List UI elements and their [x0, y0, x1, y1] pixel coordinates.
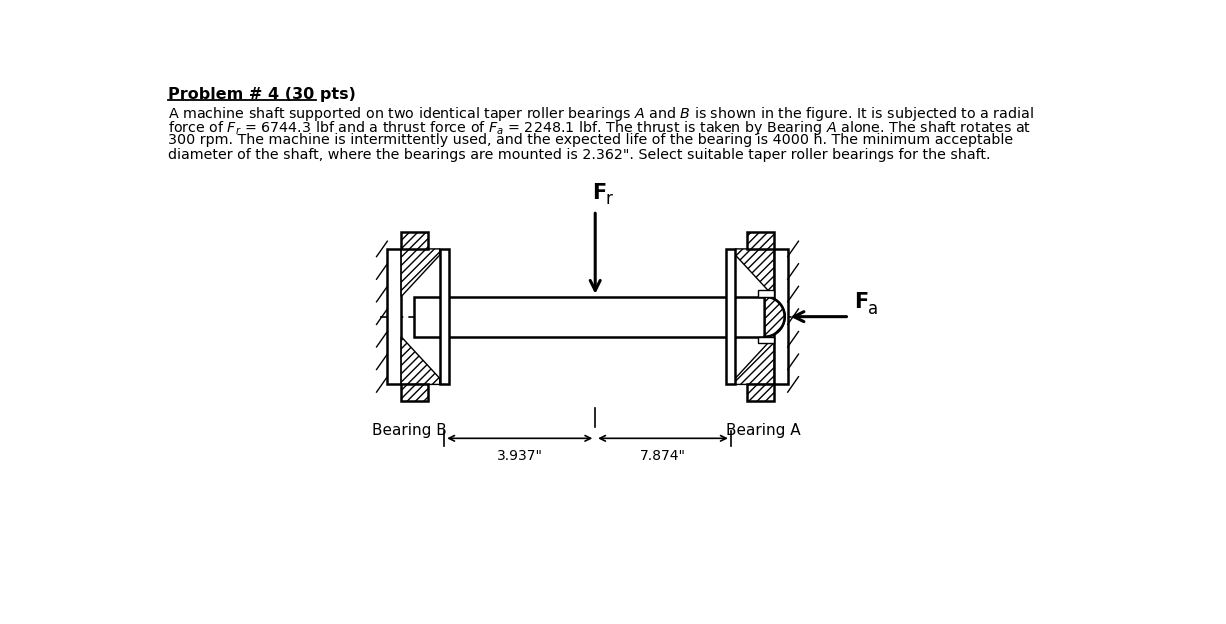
- Bar: [414, 296, 765, 337]
- Polygon shape: [401, 249, 440, 296]
- Bar: [387, 249, 401, 384]
- Text: $\mathbf{F}$: $\mathbf{F}$: [592, 183, 607, 203]
- Text: 7.874": 7.874": [640, 449, 687, 463]
- Polygon shape: [765, 296, 785, 337]
- Text: 300 rpm. The machine is intermittently used, and the expected life of the bearin: 300 rpm. The machine is intermittently u…: [168, 134, 1013, 147]
- Polygon shape: [736, 249, 774, 296]
- Text: diameter of the shaft, where the bearings are mounted is 2.362". Select suitable: diameter of the shaft, where the bearing…: [168, 148, 991, 162]
- Bar: [747, 384, 774, 401]
- Bar: [440, 249, 449, 384]
- Text: Bearing B: Bearing B: [371, 423, 446, 438]
- Text: $\mathbf{F}$: $\mathbf{F}$: [855, 292, 868, 312]
- Polygon shape: [401, 337, 440, 384]
- Bar: [401, 384, 428, 401]
- Polygon shape: [736, 337, 774, 384]
- Bar: [726, 249, 736, 384]
- Text: Bearing A: Bearing A: [726, 423, 801, 438]
- Bar: [747, 232, 774, 249]
- Bar: [401, 232, 428, 249]
- Text: force of $F_r$ = 6744.3 lbf and a thrust force of $F_a$ = 2248.1 lbf. The thrust: force of $F_r$ = 6744.3 lbf and a thrust…: [168, 119, 1031, 137]
- Text: 3.937": 3.937": [497, 449, 543, 463]
- Bar: [759, 337, 774, 343]
- Text: A machine shaft supported on two identical taper roller bearings $A$ and $B$ is : A machine shaft supported on two identic…: [168, 105, 1034, 123]
- Bar: [774, 249, 788, 384]
- Text: $\mathrm{r}$: $\mathrm{r}$: [606, 190, 614, 208]
- Bar: [759, 291, 774, 296]
- Text: Problem # 4 (30 pts): Problem # 4 (30 pts): [168, 87, 356, 102]
- Text: $\mathrm{a}$: $\mathrm{a}$: [867, 300, 878, 318]
